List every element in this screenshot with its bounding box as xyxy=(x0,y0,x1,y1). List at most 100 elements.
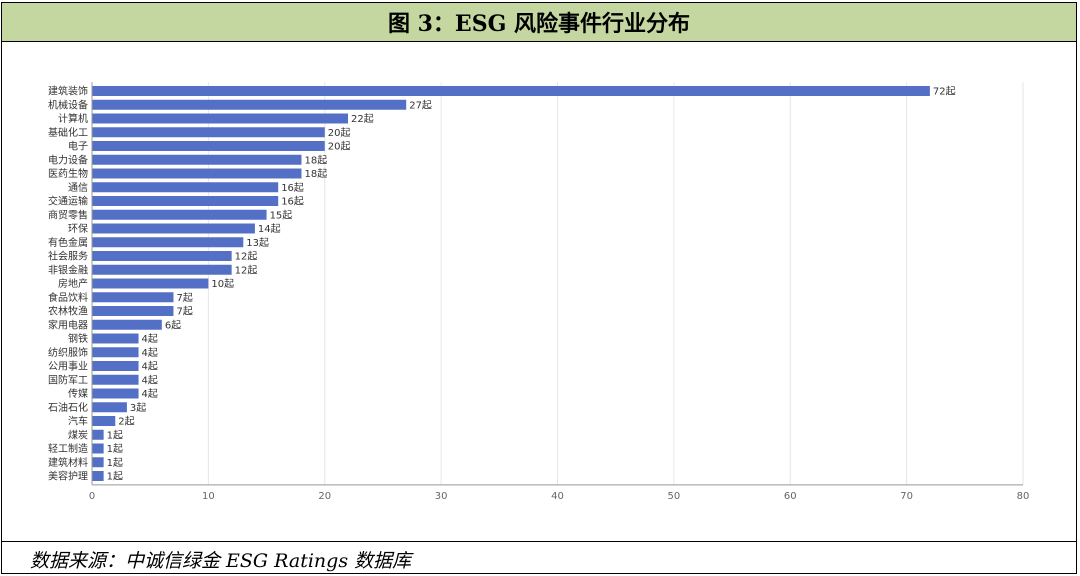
title-bar: 图 3：ESG 风险事件行业分布 xyxy=(2,3,1076,42)
category-label: 交通运输 xyxy=(48,195,88,208)
category-label: 社会服务 xyxy=(48,250,88,263)
data-label: 20起 xyxy=(328,141,351,153)
x-tick-label: 0 xyxy=(89,491,95,502)
data-label: 72起 xyxy=(933,86,956,98)
footer-divider xyxy=(2,541,1076,542)
bar xyxy=(92,141,325,151)
bar xyxy=(92,402,127,413)
x-tick-label: 20 xyxy=(318,491,331,502)
bar xyxy=(92,347,139,358)
data-label: 7起 xyxy=(176,292,192,304)
bar xyxy=(92,333,139,344)
data-label: 18起 xyxy=(304,168,327,180)
data-label: 13起 xyxy=(246,237,269,249)
bar xyxy=(92,113,349,124)
bar xyxy=(92,361,139,371)
category-label: 商贸零售 xyxy=(48,208,88,221)
data-label: 27起 xyxy=(409,99,432,111)
x-tick-label: 70 xyxy=(900,491,913,502)
data-label: 7起 xyxy=(176,306,192,318)
x-tick-label: 80 xyxy=(1017,491,1030,502)
bar xyxy=(92,416,116,426)
x-tick-label: 40 xyxy=(551,491,564,502)
data-label: 14起 xyxy=(258,223,281,235)
data-label: 16起 xyxy=(281,182,304,194)
bar xyxy=(92,209,267,220)
category-label: 有色金属 xyxy=(48,236,88,249)
category-label: 家用电器 xyxy=(48,318,88,331)
x-tick-label: 50 xyxy=(668,491,681,502)
bar xyxy=(92,374,139,385)
category-label: 非银金融 xyxy=(48,263,88,276)
category-label: 石油石化 xyxy=(48,401,88,414)
category-label: 建筑装饰 xyxy=(48,85,88,98)
data-label: 2起 xyxy=(118,416,134,428)
bar xyxy=(92,86,930,96)
bar xyxy=(92,292,174,303)
data-label: 12起 xyxy=(235,264,258,276)
category-label: 环保 xyxy=(68,222,88,235)
data-label: 4起 xyxy=(142,347,158,359)
category-label: 汽车 xyxy=(68,415,88,428)
data-label: 10起 xyxy=(211,278,234,290)
bar xyxy=(92,388,139,399)
bar xyxy=(92,443,104,454)
data-label: 20起 xyxy=(328,127,351,139)
bar xyxy=(92,471,104,481)
data-label: 16起 xyxy=(281,196,304,208)
data-source: 数据来源：中诚信绿金 ESG Ratings 数据库 xyxy=(30,550,412,572)
bar xyxy=(92,182,279,193)
category-label: 机械设备 xyxy=(48,98,88,111)
category-label: 煤炭 xyxy=(68,428,88,441)
bar xyxy=(92,457,104,468)
category-label: 房地产 xyxy=(58,277,88,290)
data-label: 4起 xyxy=(142,374,158,386)
x-tick-label: 10 xyxy=(202,491,215,502)
data-label: 3起 xyxy=(130,402,146,414)
bar xyxy=(92,154,302,165)
data-label: 18起 xyxy=(304,154,327,166)
data-label: 15起 xyxy=(270,209,293,221)
category-label: 公用事业 xyxy=(48,360,88,373)
x-tick-label: 30 xyxy=(435,491,448,502)
data-label: 1起 xyxy=(107,429,123,441)
category-label: 计算机 xyxy=(58,112,88,125)
bar xyxy=(92,223,255,234)
category-label: 传媒 xyxy=(68,388,88,400)
bar xyxy=(92,99,407,110)
data-label: 6起 xyxy=(165,319,181,331)
data-label: 1起 xyxy=(107,443,123,455)
bar xyxy=(92,429,104,440)
data-label: 12起 xyxy=(235,251,258,263)
bar xyxy=(92,196,279,206)
category-label: 纺织服饰 xyxy=(48,346,88,359)
data-label: 4起 xyxy=(142,361,158,373)
x-tick-label: 60 xyxy=(784,491,797,502)
category-label: 轻工制造 xyxy=(48,442,88,455)
data-label: 1起 xyxy=(107,457,123,469)
data-label: 22起 xyxy=(351,113,374,125)
bar xyxy=(92,319,162,330)
data-label: 4起 xyxy=(142,333,158,345)
category-label: 电子 xyxy=(68,140,88,153)
category-label: 医药生物 xyxy=(48,167,88,180)
chart-area: 0 10 20 30 40 50 60 70 80 建筑装饰 72起机械设备 27起计算机 22起基础化… xyxy=(2,43,1078,543)
bar xyxy=(92,306,174,316)
category-label: 国防军工 xyxy=(48,373,88,386)
chart-title: 图 3：ESG 风险事件行业分布 xyxy=(387,11,691,37)
category-label: 基础化工 xyxy=(48,126,88,139)
category-label: 电力设备 xyxy=(48,153,88,166)
bar xyxy=(92,264,232,275)
category-label: 通信 xyxy=(68,182,88,194)
category-label: 钢铁 xyxy=(68,332,88,345)
bar xyxy=(92,168,302,179)
bar xyxy=(92,237,244,248)
category-label: 农林牧渔 xyxy=(48,305,88,318)
data-label: 4起 xyxy=(142,388,158,400)
category-label: 建筑材料 xyxy=(48,456,88,469)
data-label: 1起 xyxy=(107,471,123,483)
bar xyxy=(92,251,232,261)
category-label: 美容护理 xyxy=(48,470,88,483)
